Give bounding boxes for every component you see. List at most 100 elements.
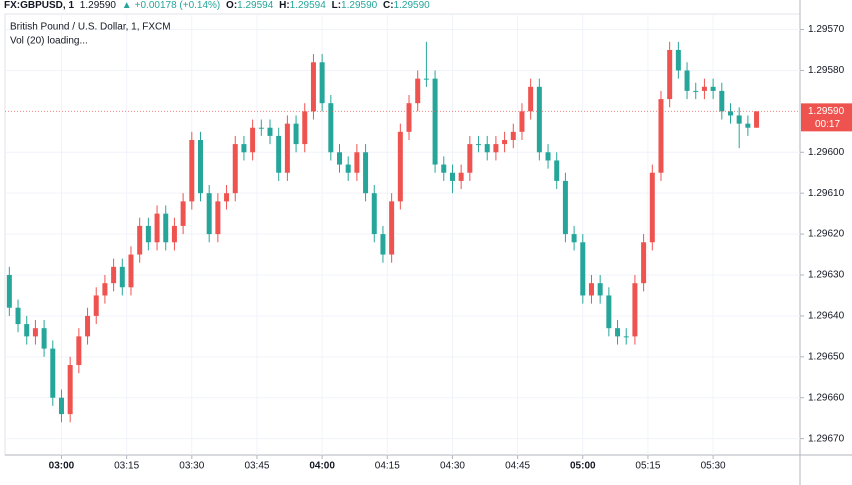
x-tick-label: 05:30: [701, 461, 726, 472]
candle-body: [623, 336, 629, 338]
candle-body: [197, 140, 203, 194]
candle-body: [224, 193, 230, 202]
candle-body: [67, 365, 73, 415]
candle-body: [545, 152, 551, 161]
candle-body: [354, 152, 360, 173]
candle-body: [128, 254, 134, 288]
candle-body: [15, 307, 21, 325]
candle-body: [284, 123, 290, 173]
candle-body: [484, 144, 490, 153]
candle-body: [571, 234, 577, 243]
candle-body: [423, 78, 429, 80]
change-arrow: ▲: [121, 0, 132, 11]
candle-body: [710, 86, 716, 91]
candle-body: [736, 115, 742, 124]
y-tick-label: 1.29610: [808, 188, 845, 199]
candle-body: [406, 103, 412, 132]
y-tick-label: 1.29670: [808, 433, 845, 444]
candle-body: [76, 336, 82, 365]
candle-body: [371, 193, 377, 235]
candle-body: [258, 127, 264, 129]
candle-body: [397, 131, 403, 202]
candle-body: [206, 193, 212, 235]
candle-body: [606, 295, 612, 329]
candle-body: [597, 283, 603, 296]
candle-body: [519, 111, 525, 132]
ohlc-l-label: L:: [331, 0, 342, 11]
x-tick-label: 03:30: [179, 461, 204, 472]
candle-body: [536, 86, 542, 153]
candle-body: [111, 266, 117, 284]
ohlc-o-label: O:: [226, 0, 238, 11]
candle-body: [701, 86, 707, 91]
candle-body: [276, 135, 282, 173]
grid: [5, 14, 800, 455]
candle-body: [684, 70, 690, 91]
y-tick-label: 1.29640: [808, 311, 845, 322]
candle-body: [163, 213, 169, 243]
x-tick-label: 04:30: [440, 461, 465, 472]
candle-body: [154, 213, 160, 243]
legend-volume: Vol (20) loading...: [10, 36, 88, 47]
candle-body: [171, 225, 177, 243]
candle-body: [554, 160, 560, 181]
candle-body: [675, 50, 681, 71]
candle-body: [615, 328, 621, 337]
candle-body: [502, 140, 508, 145]
candle-body: [215, 201, 221, 235]
y-tick-label: 1.29630: [808, 270, 845, 281]
candle-body: [6, 275, 12, 308]
candle-body: [649, 172, 655, 243]
candle-body: [667, 50, 673, 100]
ohlc-o: 1.29594: [237, 0, 274, 11]
x-tick-label: 03:00: [49, 461, 75, 472]
candle-body: [449, 172, 455, 181]
candle-body: [432, 78, 438, 165]
candle-body: [180, 201, 186, 226]
ohlc-c: 1.29590: [393, 0, 430, 11]
ohlc-l: 1.29590: [341, 0, 378, 11]
candle-body: [58, 397, 64, 415]
ohlc-h-label: H:: [279, 0, 290, 11]
candle-body: [632, 283, 638, 337]
x-tick-label: 05:15: [635, 461, 660, 472]
y-tick-label: 1.29580: [808, 65, 845, 76]
candle-body: [337, 152, 343, 165]
candle-body: [24, 324, 30, 337]
candle-body: [328, 103, 334, 153]
candle-body: [119, 266, 125, 288]
legend-title: British Pound / U.S. Dollar, 1, FXCM: [10, 22, 171, 33]
candle-body: [458, 172, 464, 181]
ohlc-c-label: C:: [382, 0, 394, 11]
candle-body: [189, 140, 195, 202]
ohlc-h: 1.29594: [289, 0, 326, 11]
x-tick-label: 04:45: [505, 461, 530, 472]
last-price-label: 1.29590: [808, 106, 845, 117]
candle-body: [310, 62, 316, 112]
candle-body: [476, 144, 482, 146]
candle-body: [745, 123, 751, 128]
candle-body: [389, 201, 395, 255]
candle-body: [93, 295, 99, 316]
candle-body: [754, 111, 760, 128]
candle-body: [727, 111, 733, 116]
last-price-badge: [801, 103, 852, 132]
x-tick-label: 03:15: [114, 461, 139, 472]
candle-body: [102, 283, 108, 296]
candle-body: [32, 328, 38, 337]
x-tick-label: 03:45: [244, 461, 269, 472]
candle-body: [528, 86, 534, 112]
candle-body: [293, 123, 299, 145]
candle-body: [719, 90, 725, 112]
candle-body: [145, 225, 151, 243]
candle-body: [580, 242, 586, 296]
change: +0.00178 (+0.14%): [134, 0, 221, 11]
candle-body: [85, 315, 91, 337]
candle-body: [510, 131, 516, 140]
candle-body: [363, 152, 369, 194]
candle-body: [302, 111, 308, 145]
candles: [6, 41, 760, 423]
candle-body: [441, 164, 447, 173]
y-tick-label: 1.29570: [808, 24, 845, 35]
